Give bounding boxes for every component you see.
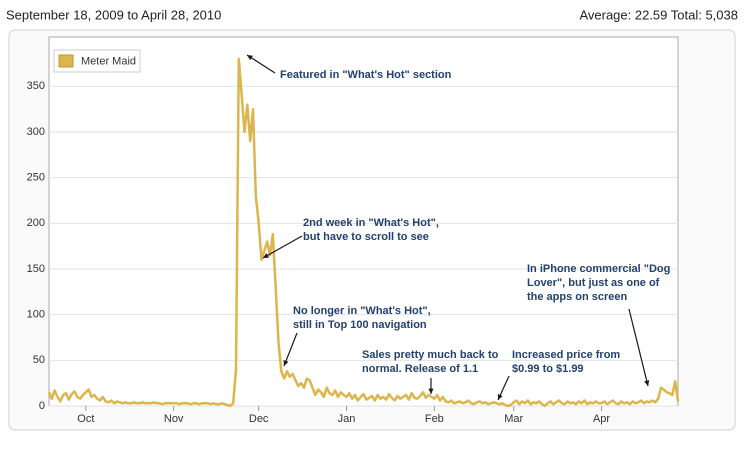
annotation-text: still in Top 100 navigation [293,319,427,331]
annotation-text: Featured in "What's Hot" section [280,69,452,81]
annotation-text: but have to scroll to see [303,231,429,243]
annotation-text: 2nd week in "What's Hot", [303,217,439,229]
annotation-arrowhead [428,388,434,394]
annotation-text: In iPhone commercial "Dog [527,263,670,275]
y-tick-label: 0 [39,400,45,412]
x-tick-label: Feb [425,413,444,425]
annotation-text: No longer in "What's Hot", [293,305,431,317]
annotation-arrow [628,308,649,387]
x-tick-label: Jan [338,413,356,425]
plot-area [48,36,679,407]
date-range: September 18, 2009 to April 28, 2010 [6,7,221,22]
annotation-arrowhead [263,253,269,258]
annotation-text: the apps on screen [527,291,628,303]
series-line [47,57,680,408]
y-tick-label: 250 [27,172,45,184]
annotation-arrow [262,235,303,259]
summary: Average: 22.59 Total: 5,038 [579,7,738,22]
legend-swatch [58,54,74,68]
annotation-text: Lover", but just as one of [527,277,660,289]
x-tick-label: Nov [164,413,184,425]
x-tick-label: Apr [593,413,610,425]
x-tick-label: Dec [249,413,269,425]
legend-box [53,49,141,73]
y-tick-label: 150 [27,263,45,275]
y-tick-label: 200 [27,217,45,229]
annotation-text: normal. Release of 1.1 [362,363,478,375]
y-tick-label: 350 [27,80,45,92]
annotation-arrow [246,54,276,74]
annotation-text: Increased price from [512,349,620,361]
annotation-arrowhead [644,380,650,386]
x-tick-label: Oct [77,413,94,425]
legend-label: Meter Maid [81,55,136,67]
annotation-arrowhead [247,55,253,61]
annotation-text: Sales pretty much back to [362,349,499,361]
y-tick-label: 50 [33,354,45,366]
annotation-arrowhead [497,394,503,400]
annotation-arrow [283,332,298,367]
x-tick-label: Mar [504,413,523,425]
annotation-text: $0.99 to $1.99 [512,363,584,375]
annotation-arrowhead [283,360,289,366]
y-tick-label: 100 [27,309,45,321]
y-tick-label: 300 [27,126,45,138]
